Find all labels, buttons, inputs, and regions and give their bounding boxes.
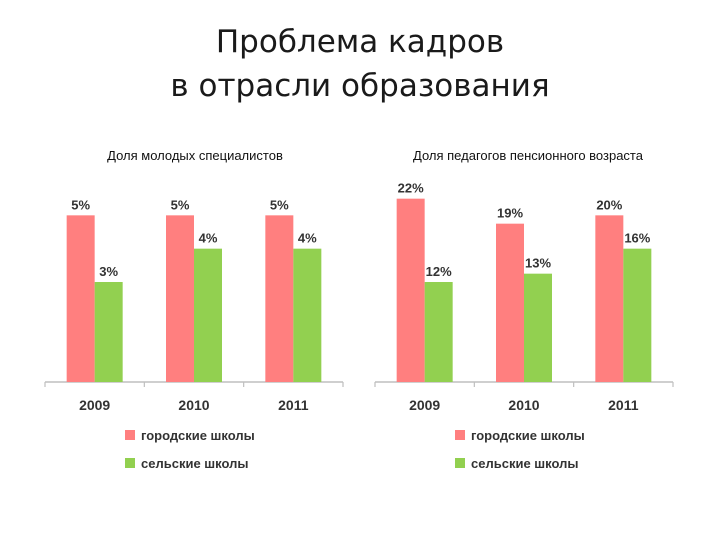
legend-label-1-2: сельские школы xyxy=(141,456,248,471)
data-label-1-rural-2010: 4% xyxy=(199,231,218,246)
bar-1-urban-2010 xyxy=(166,215,194,382)
chart-title-young-specialists: Доля молодых специалистов xyxy=(107,148,283,163)
legend-label-2-2: сельские школы xyxy=(471,456,578,471)
bar-2-rural-2011 xyxy=(623,248,652,382)
bar-2-rural-2010 xyxy=(524,273,552,382)
bar-2-rural-2009 xyxy=(424,282,453,382)
data-label-2-urban-2011: 20% xyxy=(596,197,622,212)
data-label-1-rural-2011: 4% xyxy=(298,231,317,246)
x-tick-label-2-2011: 2011 xyxy=(608,397,639,413)
bar-2-urban-2011 xyxy=(595,215,624,382)
slide-title-line2: в отрасли образования xyxy=(170,68,550,104)
x-tick-label-1-2011: 2011 xyxy=(278,397,309,413)
data-label-2-rural-2010: 13% xyxy=(525,256,551,271)
legend-swatch-2-2 xyxy=(455,458,465,468)
legend-label-1-1: городские школы xyxy=(141,428,255,443)
legend-swatch-1-1 xyxy=(125,430,135,440)
bar-2-urban-2010 xyxy=(496,223,524,382)
legend-swatch-1-2 xyxy=(125,458,135,468)
bar-2-urban-2009 xyxy=(396,198,425,382)
data-label-2-rural-2009: 12% xyxy=(426,264,452,279)
bar-1-rural-2011 xyxy=(293,248,322,382)
legend-swatch-2-1 xyxy=(455,430,465,440)
bar-1-rural-2010 xyxy=(194,248,222,382)
x-tick-label-2-2010: 2010 xyxy=(508,397,539,413)
data-label-2-urban-2010: 19% xyxy=(497,206,523,221)
bar-1-urban-2011 xyxy=(265,215,294,382)
chart-title-retirement-age: Доля педагогов пенсионного возраста xyxy=(413,148,643,163)
slide-title-line1: Проблема кадров xyxy=(215,24,505,60)
data-label-2-rural-2011: 16% xyxy=(624,231,650,246)
bar-1-rural-2009 xyxy=(94,282,123,382)
legend-label-2-1: городские школы xyxy=(471,428,585,443)
data-label-1-rural-2009: 3% xyxy=(99,264,118,279)
bar-1-urban-2009 xyxy=(66,215,95,382)
x-tick-label-1-2010: 2010 xyxy=(178,397,209,413)
data-label-1-urban-2009: 5% xyxy=(71,197,90,212)
x-tick-label-1-2009: 2009 xyxy=(79,397,110,413)
slide-title: Проблема кадров в отрасли образования xyxy=(0,20,720,108)
x-tick-label-2-2009: 2009 xyxy=(409,397,440,413)
data-label-1-urban-2011: 5% xyxy=(270,197,289,212)
data-label-2-urban-2009: 22% xyxy=(398,181,424,196)
data-label-1-urban-2010: 5% xyxy=(171,197,190,212)
